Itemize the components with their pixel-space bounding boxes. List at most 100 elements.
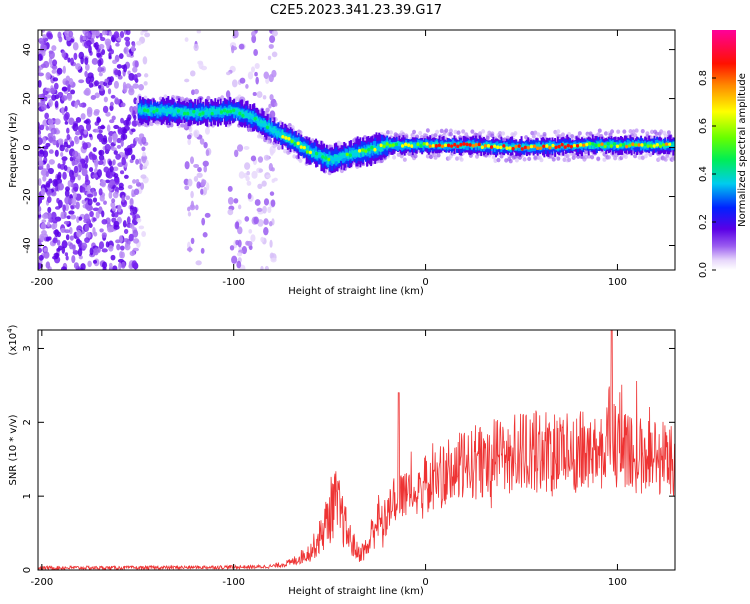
heatmap-peak-cell bbox=[634, 143, 638, 147]
heatmap-peak-cell bbox=[155, 108, 159, 113]
heatmap-noise-cell bbox=[51, 223, 56, 230]
heatmap-noise-cell bbox=[92, 197, 98, 203]
heatmap-band-cell bbox=[589, 144, 592, 150]
heatmap-x-tick-label: 0 bbox=[422, 277, 428, 288]
heatmap-noise-cell bbox=[73, 52, 78, 61]
heatmap-noise-cell bbox=[118, 262, 122, 270]
heatmap-noise-cell bbox=[84, 31, 91, 39]
heatmap-noise-cell bbox=[101, 261, 108, 269]
heatmap-noise-cell bbox=[86, 109, 93, 118]
heatmap-noise-cell bbox=[114, 177, 120, 184]
heatmap-noise-cell bbox=[101, 137, 108, 145]
heatmap-halo-cell bbox=[501, 131, 506, 136]
heatmap-band-cell bbox=[505, 143, 508, 148]
heatmap-peak-cell bbox=[357, 149, 362, 153]
heatmap-noise-cell bbox=[196, 181, 201, 189]
heatmap-noise-cell bbox=[141, 146, 146, 152]
heatmap-noise-cell bbox=[95, 202, 101, 206]
heatmap-band-cell bbox=[207, 111, 210, 117]
heatmap-peak-cell bbox=[219, 110, 224, 114]
heatmap-band-cell bbox=[512, 144, 515, 148]
heatmap-halo-cell bbox=[597, 128, 602, 133]
heatmap-peak-cell bbox=[253, 116, 257, 121]
heatmap-noise-cell bbox=[116, 64, 122, 69]
heatmap-halo-cell bbox=[491, 155, 496, 160]
heatmap-band-cell bbox=[435, 141, 438, 146]
heatmap-noise-cell bbox=[227, 208, 234, 216]
heatmap-band-cell bbox=[362, 149, 365, 157]
heatmap-y-tick-label: -40 bbox=[22, 237, 33, 253]
heatmap-noise-cell bbox=[274, 102, 278, 107]
colorbar-tick-label: 0.6 bbox=[698, 118, 709, 134]
heatmap-halo-cell bbox=[542, 132, 547, 137]
heatmap-noise-cell bbox=[204, 127, 210, 135]
heatmap-noise-cell bbox=[250, 234, 256, 243]
heatmap-noise-cell bbox=[51, 45, 57, 51]
heatmap-band-cell bbox=[623, 141, 626, 146]
heatmap-halo-cell bbox=[663, 133, 668, 138]
heatmap-band-cell bbox=[168, 110, 171, 114]
heatmap-peak-cell bbox=[582, 143, 586, 148]
heatmap-band-cell bbox=[277, 130, 280, 135]
heatmap-noise-cell bbox=[129, 250, 136, 257]
heatmap-noise-cell bbox=[187, 138, 192, 146]
heatmap-peak-cell bbox=[143, 108, 147, 113]
heatmap-noise-cell bbox=[61, 50, 66, 58]
heatmap-noise-cell bbox=[59, 144, 65, 152]
heatmap-halo-cell bbox=[283, 149, 288, 154]
heatmap-halo-cell bbox=[610, 129, 615, 134]
heatmap-noise-cell bbox=[86, 193, 94, 198]
heatmap-peak-cell bbox=[348, 153, 352, 157]
heatmap-noise-cell bbox=[141, 30, 149, 33]
heatmap-noise-cell bbox=[74, 136, 80, 145]
heatmap-peak-cell bbox=[628, 143, 632, 148]
heatmap-noise-cell bbox=[257, 156, 264, 163]
heatmap-noise-cell bbox=[107, 88, 112, 95]
heatmap-noise-cell bbox=[65, 80, 70, 87]
heatmap-noise-cell bbox=[100, 179, 107, 188]
heatmap-halo-cell bbox=[470, 129, 475, 134]
heatmap-noise-cell bbox=[93, 247, 99, 256]
heatmap-noise-cell bbox=[38, 93, 44, 99]
heatmap-noise-cell bbox=[190, 200, 195, 209]
heatmap-noise-cell bbox=[136, 40, 142, 46]
heatmap-peak-cell bbox=[637, 143, 641, 147]
heatmap-noise-cell bbox=[83, 213, 90, 222]
heatmap-noise-cell bbox=[69, 242, 74, 250]
heatmap-noise-cell bbox=[138, 84, 145, 91]
heatmap-noise-cell bbox=[120, 117, 124, 124]
heatmap-noise-cell bbox=[122, 128, 128, 134]
heatmap-band-cell bbox=[358, 149, 361, 158]
heatmap-noise-cell bbox=[38, 238, 42, 247]
heatmap-noise-cell bbox=[85, 155, 89, 164]
heatmap-x-tick-label: 100 bbox=[608, 277, 627, 288]
heatmap-peak-cell bbox=[591, 142, 595, 146]
heatmap-noise-cell bbox=[42, 175, 47, 182]
heatmap-noise-cell bbox=[136, 72, 142, 78]
heatmap-noise-cell bbox=[263, 226, 269, 236]
snr-y-tick-label: 2 bbox=[22, 419, 33, 425]
heatmap-peak-cell bbox=[158, 108, 162, 113]
heatmap-noise-cell bbox=[246, 170, 251, 176]
heatmap-noise-cell bbox=[91, 154, 98, 161]
heatmap-noise-cell bbox=[264, 265, 269, 270]
heatmap-noise-cell bbox=[72, 150, 79, 158]
heatmap-band-cell bbox=[644, 145, 647, 149]
heatmap-noise-cell bbox=[127, 184, 133, 189]
heatmap-band-cell bbox=[289, 137, 292, 143]
heatmap-halo-cell bbox=[504, 158, 509, 163]
heatmap-peak-cell bbox=[465, 142, 469, 147]
heatmap-noise-cell bbox=[122, 81, 127, 90]
heatmap-noise-cell bbox=[78, 255, 83, 260]
heatmap-noise-cell bbox=[256, 91, 263, 99]
heatmap-peak-cell bbox=[652, 144, 656, 148]
heatmap-noise-cell bbox=[269, 191, 275, 196]
heatmap-noise-cell bbox=[52, 255, 58, 260]
heatmap-noise-cell bbox=[65, 186, 70, 192]
heatmap-noise-cell bbox=[258, 168, 264, 173]
heatmap-noise-cell bbox=[99, 125, 106, 130]
heatmap-noise-cell bbox=[268, 221, 273, 227]
heatmap-noise-cell bbox=[124, 148, 131, 156]
heatmap-noise-cell bbox=[271, 51, 278, 58]
heatmap-band-cell bbox=[410, 141, 413, 146]
